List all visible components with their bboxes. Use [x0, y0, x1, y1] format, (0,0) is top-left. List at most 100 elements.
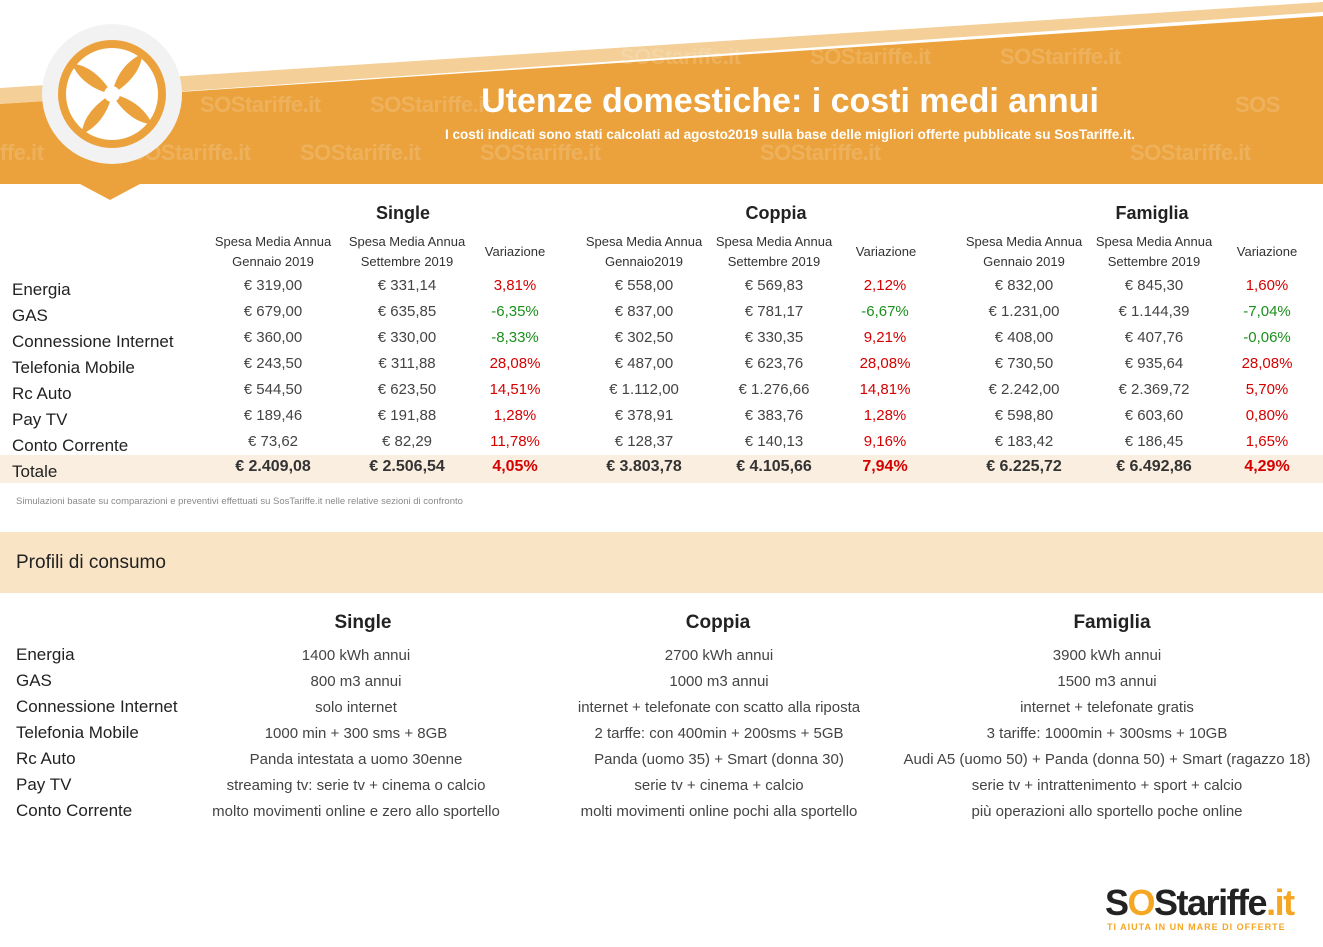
profili-label-paytv: Pay TV [16, 775, 72, 794]
cost-cell: 5,70% [1245, 381, 1289, 398]
page-title: Utenze domestiche: i costi medi annui [481, 82, 1099, 120]
cost-cell: € 623,50 [377, 381, 437, 398]
cost-cell: 28,08% [1241, 355, 1293, 372]
cost-cell: € 128,37 [614, 433, 674, 450]
cost-cell: € 186,45 [1124, 433, 1184, 450]
profili-label-energia: Energia [16, 645, 75, 664]
cost-cell: € 832,00 [994, 277, 1054, 294]
profili-label-telefonia: Telefonia Mobile [16, 723, 139, 742]
cost-cell: 1,65% [1245, 433, 1289, 450]
col-head-coppia-sep: Spesa Media Annua Settembre 2019 [715, 234, 833, 269]
row-label-rcauto: Rc Auto [12, 384, 72, 403]
cost-cell: € 487,00 [614, 355, 674, 372]
total-cell: € 6.225,72 [986, 458, 1062, 475]
footnote: Simulazioni basate su comparazioni e pre… [16, 496, 463, 507]
header-banner: SOStariffe.it SOStariffe.it SOStariffe.i… [0, 0, 1323, 200]
col-head-famiglia-jan: Spesa Media Annua Gennaio 2019 [965, 234, 1083, 269]
total-cell: 4,29% [1244, 458, 1290, 475]
profilo-cell: internet + telefonate con scatto alla ri… [577, 699, 861, 716]
profilo-cell: 2 tarffe: con 400min + 200sms + 5GB [594, 725, 844, 742]
cost-cell: 14,51% [489, 381, 541, 398]
cost-cell: 2,12% [863, 277, 907, 294]
cost-cell: € 302,50 [614, 329, 674, 346]
cost-cell: € 331,14 [377, 277, 437, 294]
total-cell: € 2.409,08 [235, 458, 311, 475]
col-head-single-jan: Spesa Media Annua Gennaio 2019 [214, 234, 332, 269]
cost-cell: -0,06% [1243, 329, 1291, 346]
profilo-cell: più operazioni allo sportello poche onli… [971, 803, 1243, 820]
profilo-cell: internet + telefonate gratis [1020, 699, 1194, 716]
cost-cell: -7,04% [1243, 303, 1291, 320]
total-cell: € 4.105,66 [736, 458, 812, 475]
cost-cell: € 781,17 [744, 303, 804, 320]
profili-group-single: Single [334, 612, 392, 633]
profili-label-conto: Conto Corrente [16, 801, 133, 820]
col-head-coppia-jan: Spesa Media Annua Gennaio2019 [585, 234, 703, 269]
cost-cell: € 183,42 [994, 433, 1054, 450]
profilo-cell: 3900 kWh annui [1052, 647, 1162, 664]
profilo-cell: solo internet [315, 699, 397, 716]
cost-cell: € 679,00 [243, 303, 303, 320]
cost-cell: 1,60% [1245, 277, 1289, 294]
cost-cell: € 845,30 [1124, 277, 1184, 294]
cost-cell: € 330,00 [377, 329, 437, 346]
profili-label-rcauto: Rc Auto [16, 749, 76, 768]
total-cell: 7,94% [862, 458, 908, 475]
cost-cell: € 1.112,00 [609, 381, 679, 398]
cost-cell: € 837,00 [614, 303, 674, 320]
cost-cell: € 603,60 [1124, 407, 1184, 424]
lifebuoy-icon [42, 24, 182, 164]
cost-cell: € 569,83 [744, 277, 804, 294]
profilo-cell: 3 tariffe: 1000min + 300sms + 10GB [986, 725, 1228, 742]
cost-cell: € 1.144,39 [1118, 303, 1190, 320]
cost-cell: € 598,80 [994, 407, 1054, 424]
profili-section-band [0, 532, 1323, 593]
row-label-energia: Energia [12, 280, 71, 299]
row-label-conto: Conto Corrente [12, 436, 129, 455]
col-head-single-var: Variazione [484, 244, 546, 259]
cost-cell: 9,16% [863, 433, 907, 450]
header-background [0, 2, 1323, 200]
cost-cell: € 2.369,72 [1118, 381, 1190, 398]
cost-cell: 9,21% [863, 329, 907, 346]
profilo-cell: serie tv + cinema + calcio [634, 777, 804, 794]
cost-cell: € 311,88 [378, 355, 436, 372]
row-label-gas: GAS [12, 306, 48, 325]
cost-cell: € 378,91 [614, 407, 674, 424]
cost-cell: € 1.231,00 [988, 303, 1060, 320]
cost-cell: € 73,62 [247, 433, 299, 450]
cost-cell: 3,81% [493, 277, 537, 294]
profilo-cell: Panda (uomo 35) + Smart (donna 30) [594, 751, 844, 768]
profili-label-gas: GAS [16, 671, 52, 690]
cost-cell: 1,28% [863, 407, 907, 424]
col-head-famiglia-var: Variazione [1236, 244, 1298, 259]
cost-cell: 1,28% [493, 407, 537, 424]
profilo-cell: streaming tv: serie tv + cinema o calcio [226, 777, 486, 794]
col-head-famiglia-sep: Spesa Media Annua Settembre 2019 [1095, 234, 1213, 269]
profilo-cell: 1000 m3 annui [669, 673, 769, 690]
cost-cell: € 360,00 [243, 329, 303, 346]
row-label-internet: Connessione Internet [12, 332, 174, 351]
profilo-cell: molti movimenti online pochi alla sporte… [580, 803, 858, 820]
total-cell: € 3.803,78 [606, 458, 682, 475]
brand-name: SOStariffe.it [1105, 882, 1295, 923]
cost-cell: € 408,00 [994, 329, 1054, 346]
cost-cell: 0,80% [1245, 407, 1289, 424]
profilo-cell: 2700 kWh annui [664, 647, 774, 664]
cost-cell: € 82,29 [381, 433, 433, 450]
profilo-cell: molto movimenti online e zero allo sport… [212, 803, 500, 820]
cost-cell: -8,33% [491, 329, 539, 346]
profili-title: Profili di consumo [16, 552, 166, 573]
row-label-telefonia: Telefonia Mobile [12, 358, 135, 377]
cost-cell: € 140,13 [744, 433, 804, 450]
cost-cell: € 319,00 [243, 277, 303, 294]
cost-cell: € 623,76 [744, 355, 804, 372]
profili-label-internet: Connessione Internet [16, 697, 178, 716]
profilo-cell: 1500 m3 annui [1057, 673, 1157, 690]
cost-cell: € 407,76 [1124, 329, 1184, 346]
profilo-cell: 1400 kWh annui [301, 647, 411, 664]
col-head-single-sep: Spesa Media Annua Settembre 2019 [348, 234, 466, 269]
cost-cell: -6,35% [491, 303, 539, 320]
profilo-cell: 800 m3 annui [310, 673, 402, 690]
cost-cell: € 383,76 [744, 407, 804, 424]
